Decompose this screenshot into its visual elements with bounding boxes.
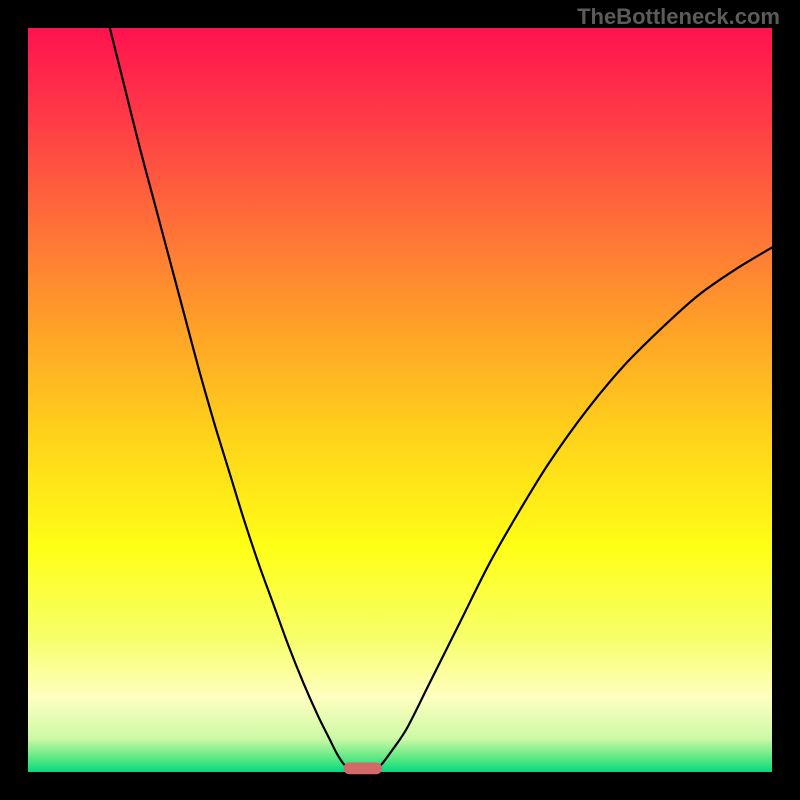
watermark: TheBottleneck.com	[577, 4, 780, 30]
chart-container: TheBottleneck.com	[0, 0, 800, 800]
optimal-marker	[343, 762, 382, 774]
plot-background	[28, 28, 772, 772]
bottleneck-chart	[0, 0, 800, 800]
